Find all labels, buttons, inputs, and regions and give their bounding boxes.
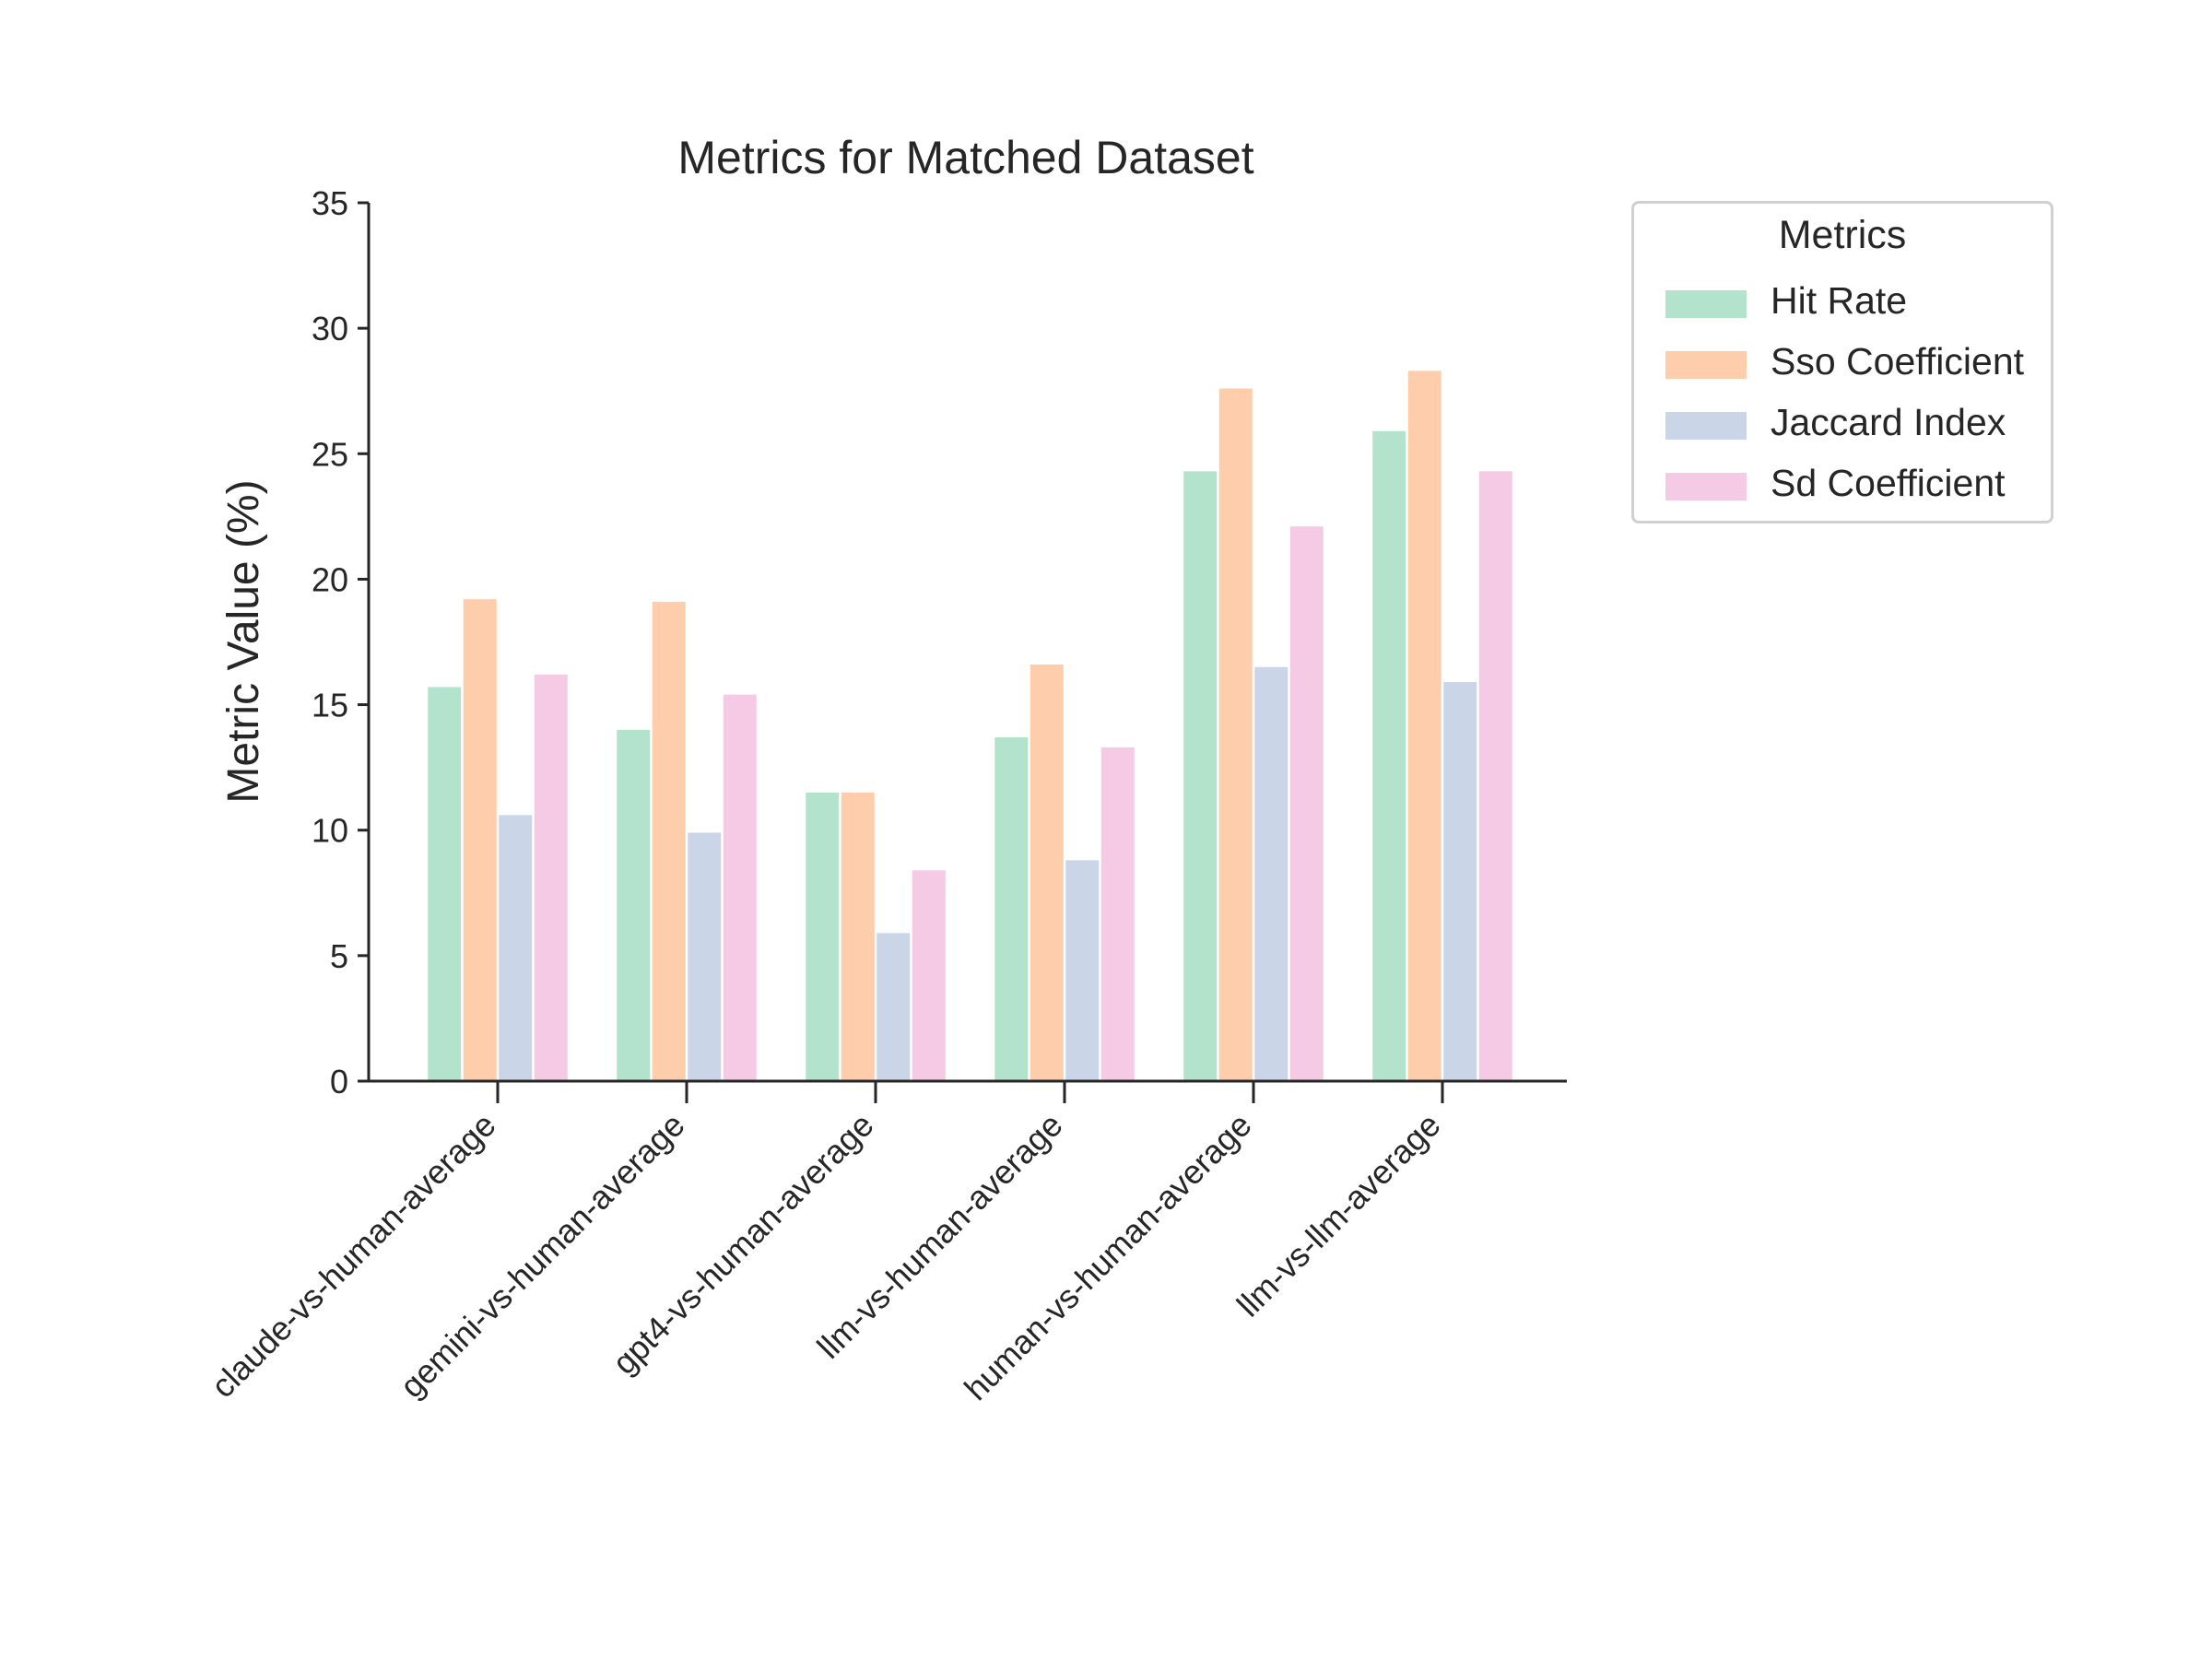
chart-title: Metrics for Matched Dataset (677, 132, 1253, 183)
bar-jaccard-index-gpt4-vs-human-average (877, 933, 911, 1081)
y-tick-label: 15 (312, 687, 348, 724)
y-tick-label: 35 (312, 184, 348, 222)
bar-sd-coefficient-llm-vs-llm-average (1478, 471, 1512, 1081)
x-axis: claude-vs-human-averagegemini-vs-human-a… (204, 1079, 1567, 1407)
bar-jaccard-index-human-vs-human-average (1254, 666, 1288, 1081)
y-tick-label: 30 (312, 310, 348, 347)
legend-item-sso-coefficient: Sso Coefficient (1643, 338, 2049, 390)
legend-title: Metrics (1778, 213, 1907, 257)
y-tick-label: 10 (312, 812, 348, 850)
legend: Metrics Hit Rate Sso Coefficient Jaccard… (1631, 201, 2053, 524)
bar-jaccard-index-gemini-vs-human-average (688, 832, 722, 1081)
bar-jaccard-index-llm-vs-llm-average (1443, 682, 1477, 1081)
bar-hit-rate-llm-vs-llm-average (1372, 430, 1406, 1081)
legend-swatch-sso-coefficient (1665, 351, 1747, 379)
y-axis: 0 5 10 15 20 25 30 35 (312, 184, 371, 1100)
y-tick-label: 20 (312, 560, 348, 598)
bar-hit-rate-gpt4-vs-human-average (806, 792, 840, 1081)
legend-item-jaccard-index: Jaccard Index (1643, 399, 2049, 451)
legend-label-sd-coefficient: Sd Coefficient (1771, 462, 2006, 504)
y-tick-label: 25 (312, 435, 348, 473)
bar-sd-coefficient-llm-vs-human-average (1100, 747, 1135, 1081)
bar-sso-coefficient-human-vs-human-average (1218, 388, 1253, 1081)
bar-hit-rate-llm-vs-human-average (994, 736, 1029, 1081)
bar-jaccard-index-llm-vs-human-average (1065, 860, 1100, 1081)
bar-hit-rate-gemini-vs-human-average (617, 729, 651, 1081)
legend-swatch-hit-rate (1665, 290, 1747, 318)
legend-item-sd-coefficient: Sd Coefficient (1643, 460, 2049, 512)
bars-group (428, 371, 1512, 1082)
bar-sd-coefficient-gemini-vs-human-average (723, 694, 757, 1081)
bar-hit-rate-human-vs-human-average (1183, 471, 1218, 1081)
legend-label-jaccard-index: Jaccard Index (1771, 401, 2006, 443)
bar-sso-coefficient-llm-vs-human-average (1030, 665, 1064, 1081)
legend-swatch-sd-coefficient (1665, 473, 1747, 500)
bar-jaccard-index-claude-vs-human-average (499, 815, 533, 1081)
bar-sso-coefficient-gpt4-vs-human-average (841, 792, 875, 1081)
bar-sd-coefficient-claude-vs-human-average (534, 674, 568, 1081)
legend-swatch-jaccard-index (1665, 412, 1747, 440)
legend-label-sso-coefficient: Sso Coefficient (1771, 340, 2025, 382)
y-axis-label: Metric Value (%) (219, 479, 268, 803)
bar-sso-coefficient-gemini-vs-human-average (652, 601, 686, 1081)
y-tick-label: 5 (330, 937, 348, 975)
y-tick-label: 0 (330, 1063, 348, 1100)
bar-sso-coefficient-llm-vs-llm-average (1407, 371, 1441, 1082)
bar-hit-rate-claude-vs-human-average (428, 687, 462, 1081)
legend-item-hit-rate: Hit Rate (1643, 277, 2049, 329)
bar-sd-coefficient-gpt4-vs-human-average (912, 870, 946, 1081)
bar-sso-coefficient-claude-vs-human-average (463, 599, 497, 1081)
legend-label-hit-rate: Hit Rate (1771, 279, 1908, 322)
x-tick-label: llm-vs-llm-average (1230, 1106, 1448, 1324)
bar-sd-coefficient-human-vs-human-average (1289, 526, 1324, 1081)
